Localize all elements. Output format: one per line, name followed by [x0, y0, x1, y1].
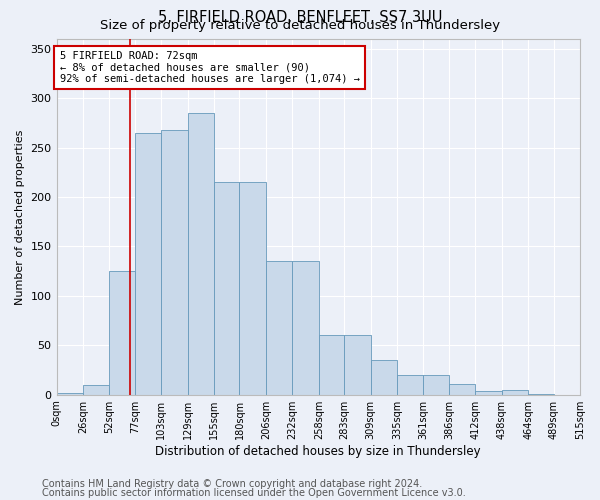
Y-axis label: Number of detached properties: Number of detached properties — [15, 129, 25, 304]
Bar — [344, 336, 371, 394]
Bar — [424, 375, 449, 394]
Text: Contains public sector information licensed under the Open Government Licence v3: Contains public sector information licen… — [42, 488, 466, 498]
Bar — [56, 392, 83, 394]
Bar — [161, 130, 188, 394]
Bar — [292, 262, 319, 394]
Bar — [319, 336, 344, 394]
Text: Size of property relative to detached houses in Thundersley: Size of property relative to detached ho… — [100, 19, 500, 32]
Bar — [397, 375, 424, 394]
X-axis label: Distribution of detached houses by size in Thundersley: Distribution of detached houses by size … — [155, 444, 481, 458]
Text: 5 FIRFIELD ROAD: 72sqm
← 8% of detached houses are smaller (90)
92% of semi-deta: 5 FIRFIELD ROAD: 72sqm ← 8% of detached … — [59, 51, 359, 84]
Bar — [109, 271, 135, 394]
Bar — [449, 384, 475, 394]
Bar — [135, 133, 161, 394]
Bar — [188, 113, 214, 394]
Bar — [475, 391, 502, 394]
Bar — [371, 360, 397, 394]
Bar — [83, 385, 109, 394]
Bar — [239, 182, 266, 394]
Text: Contains HM Land Registry data © Crown copyright and database right 2024.: Contains HM Land Registry data © Crown c… — [42, 479, 422, 489]
Bar — [502, 390, 528, 394]
Bar — [266, 262, 292, 394]
Text: 5, FIRFIELD ROAD, BENFLEET, SS7 3UU: 5, FIRFIELD ROAD, BENFLEET, SS7 3UU — [158, 10, 442, 25]
Bar — [214, 182, 239, 394]
